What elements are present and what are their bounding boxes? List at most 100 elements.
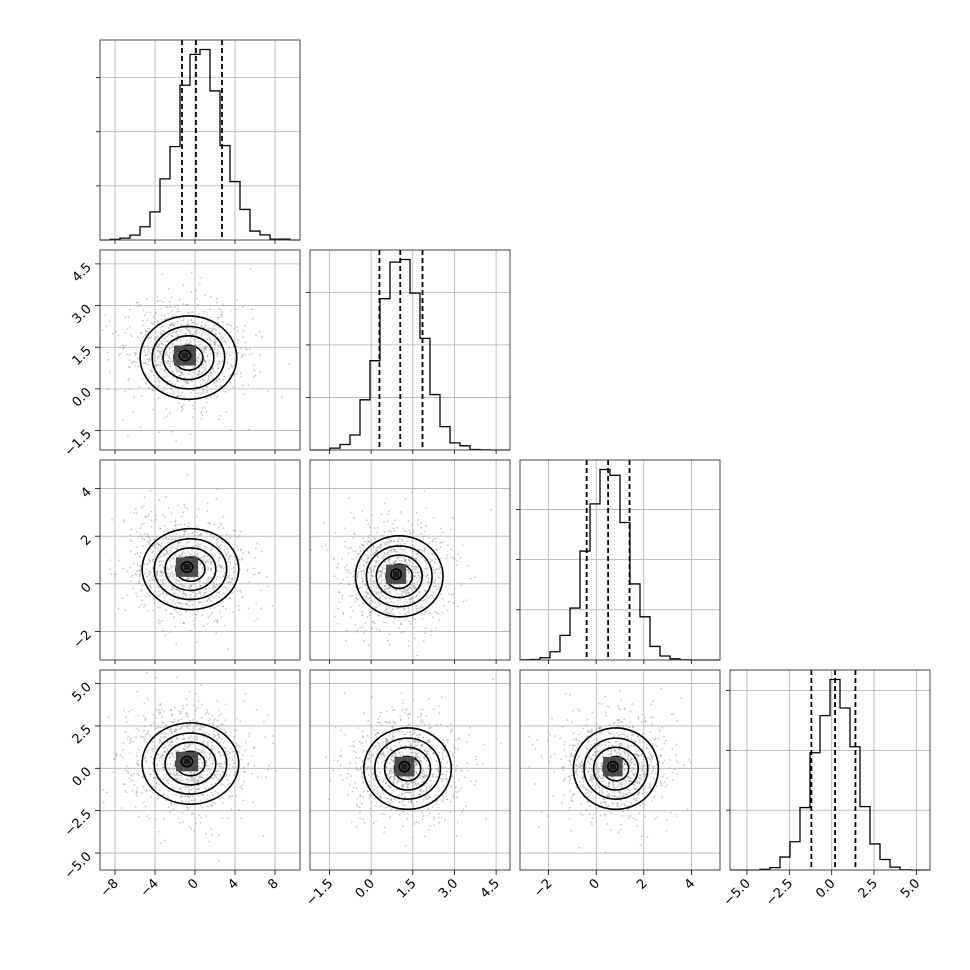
sample-point (206, 386, 209, 388)
sample-point (222, 515, 225, 518)
sample-point (389, 586, 391, 589)
sample-point (194, 693, 197, 695)
sample-point (387, 541, 390, 544)
sample-point (135, 736, 137, 739)
sample-point (180, 406, 183, 408)
sample-point (385, 605, 388, 608)
sample-point (158, 759, 161, 762)
sample-point (382, 555, 385, 558)
sample-point (173, 761, 176, 764)
sample-point (373, 566, 376, 569)
sample-point (206, 743, 209, 746)
sample-point (227, 648, 229, 651)
sample-point (128, 777, 131, 780)
contour-level-2 (162, 334, 215, 381)
sample-point (260, 607, 263, 610)
sample-point (241, 356, 243, 358)
sample-point (242, 393, 245, 395)
sample-point (136, 361, 139, 364)
sample-point (364, 598, 367, 601)
sample-point (105, 791, 108, 794)
sample-point (343, 566, 346, 569)
sample-point (208, 598, 211, 601)
sample-point (383, 831, 385, 834)
sample-point (410, 744, 412, 747)
sample-point (194, 289, 197, 292)
sample-point (196, 707, 199, 710)
sample-point (215, 594, 218, 597)
sample-point (396, 541, 399, 543)
sample-point (189, 743, 191, 746)
sample-point (356, 805, 359, 808)
sample-point (216, 301, 219, 304)
sample-point (143, 563, 146, 566)
sample-point (126, 594, 129, 596)
sample-point (221, 341, 224, 343)
sample-point (160, 726, 162, 729)
sample-point (401, 699, 404, 701)
sample-point (209, 373, 212, 376)
sample-point (403, 588, 406, 591)
sample-point (428, 723, 431, 726)
sample-point (220, 335, 223, 338)
sample-point (247, 762, 250, 765)
sample-point (237, 352, 240, 354)
sample-point (192, 389, 195, 392)
sample-point (124, 316, 127, 319)
sample-point (183, 396, 186, 399)
sample-point (214, 341, 217, 344)
sample-point (390, 755, 393, 758)
sample-point (372, 754, 374, 756)
sample-point (139, 533, 142, 536)
sample-point (201, 406, 204, 409)
sample-point (130, 576, 132, 579)
sample-point (190, 271, 193, 274)
sample-point (156, 542, 159, 544)
sample-point (178, 317, 181, 319)
sample-point (169, 564, 172, 567)
sample-point (187, 727, 190, 730)
sample-point (206, 380, 209, 383)
contour-level-1 (153, 732, 228, 795)
sample-point (384, 720, 387, 723)
sample-point (153, 398, 156, 401)
sample-point (409, 734, 412, 737)
sample-point (581, 814, 584, 817)
sample-point (219, 570, 222, 573)
sample-point (570, 720, 573, 723)
sample-point (635, 797, 638, 800)
sample-point (158, 783, 161, 786)
sample-point (154, 745, 157, 748)
sample-point (165, 317, 168, 320)
contour-level-3 (173, 344, 204, 371)
sample-point (198, 343, 201, 346)
sample-point (130, 774, 133, 777)
sample-point (388, 592, 391, 595)
sample-point (392, 613, 395, 616)
sample-point (213, 351, 216, 354)
sample-point (205, 410, 208, 413)
sample-point (205, 401, 208, 404)
sample-point (568, 759, 570, 762)
sample-point (390, 600, 393, 603)
sample-point (242, 781, 245, 784)
sample-point (354, 550, 357, 553)
sample-point (386, 738, 389, 741)
sample-point (381, 568, 384, 571)
sample-point (131, 779, 134, 782)
panel-frame (99, 39, 301, 241)
sample-point (153, 544, 156, 547)
sample-point (194, 343, 197, 346)
sample-point (169, 360, 172, 363)
sample-point (158, 550, 161, 553)
sample-point (387, 529, 390, 532)
sample-point (126, 570, 129, 573)
sample-point (568, 775, 571, 778)
sample-point (160, 545, 162, 548)
density-cell (190, 764, 199, 772)
sample-point (132, 562, 135, 565)
sample-point (365, 739, 368, 742)
sample-point (397, 538, 399, 541)
sample-point (201, 806, 203, 809)
sample-point (210, 561, 213, 564)
